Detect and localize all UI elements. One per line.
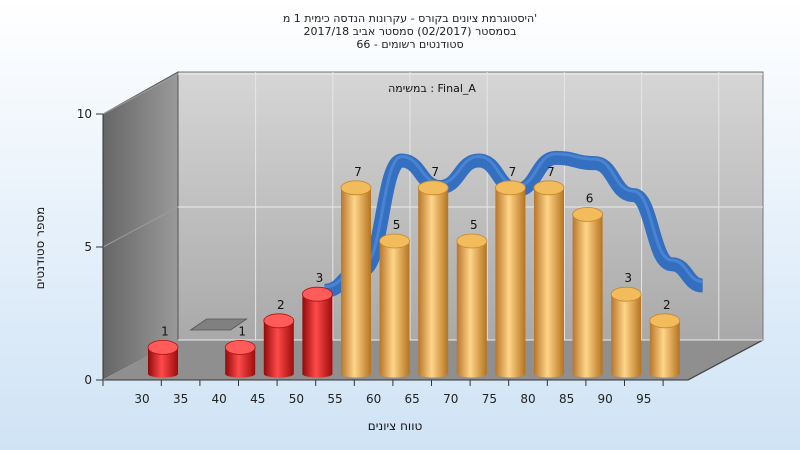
bar-95 [649, 313, 681, 378]
bar-90 [610, 286, 642, 378]
bar-cap [340, 180, 372, 196]
data-label: 6 [586, 191, 594, 205]
bar-cap [649, 313, 681, 329]
bar-40 [224, 339, 256, 378]
bar-cap [379, 233, 411, 249]
bars [147, 180, 681, 378]
title-line-3: סטודנטים רשומים - 66 [356, 38, 463, 51]
bar-50 [301, 286, 333, 378]
data-label: 5 [393, 218, 401, 232]
x-tick-label: 90 [598, 392, 613, 406]
bar-body [418, 187, 449, 378]
flat-bars [189, 318, 248, 331]
bar-body [572, 214, 603, 378]
y-axis: 0 5 10 [77, 107, 104, 387]
bar-cap [147, 339, 179, 355]
bar-65 [417, 180, 449, 378]
data-label: 2 [663, 298, 671, 312]
x-tick-label: 60 [366, 392, 381, 406]
data-label: 1 [238, 324, 246, 338]
bar-cap [610, 286, 642, 302]
x-axis-title: טווח ציונים [368, 419, 423, 433]
bar-70 [456, 233, 488, 378]
bar-cap [533, 180, 565, 196]
bar-body [148, 347, 178, 378]
bar-cap [301, 286, 333, 302]
bar-45 [263, 313, 295, 378]
x-tick-label: 55 [327, 392, 342, 406]
title-line-1: היסטוגרמת ציונים בקורס - עקרונות הנדסה כ… [283, 12, 537, 25]
bar-cap [224, 339, 256, 355]
chart-title: היסטוגרמת ציונים בקורס - עקרונות הנדסה כ… [283, 12, 537, 51]
x-axis: 30 35 40 45 50 55 60 65 70 75 80 85 90 95 [102, 380, 664, 406]
data-label: 5 [470, 218, 478, 232]
bar-cap [417, 180, 449, 196]
bar-body [225, 347, 256, 378]
bar-body [611, 294, 642, 378]
bar-cap [456, 233, 488, 249]
data-labels: 1 1 2 3 7 5 7 5 7 7 6 3 2 [161, 165, 670, 339]
bar-body [341, 187, 371, 378]
bar-body [534, 187, 564, 378]
y-axis-title: מספר סטודנטים [33, 207, 47, 290]
x-tick-label: 35 [173, 392, 188, 406]
bar-60 [379, 233, 411, 378]
x-tick-label: 30 [134, 392, 149, 406]
x-tick-label: 80 [520, 392, 535, 406]
bar-cap [494, 180, 526, 196]
grid-line-left-wall [102, 206, 179, 248]
bar-body [495, 187, 526, 378]
y-tick-label: 5 [84, 240, 92, 254]
y-tick-label: 0 [84, 373, 92, 387]
floor-right-edge [687, 339, 764, 381]
x-tick-label: 45 [250, 392, 265, 406]
data-label: 3 [316, 271, 324, 285]
data-label: 7 [354, 165, 362, 179]
x-tick-label: 65 [405, 392, 420, 406]
bar-cap [572, 206, 603, 222]
x-tick-label: 50 [289, 392, 304, 406]
title-line-2: בסמסטר (02/2017) סמסטר אביב 2017/18 [303, 25, 516, 38]
bar-body [379, 241, 410, 378]
x-tick-label: 95 [636, 392, 651, 406]
x-tick-label: 70 [443, 392, 458, 406]
data-label: 3 [624, 271, 632, 285]
bar-body [456, 241, 487, 378]
bar-cap [263, 313, 295, 329]
bar-body [649, 320, 680, 378]
data-label: 7 [431, 165, 439, 179]
grid-line-left-wall [102, 73, 179, 115]
bar-30 [147, 339, 179, 378]
annotation-label: במשימה : Final_A [388, 82, 476, 95]
bar-80 [533, 180, 565, 378]
data-label: 1 [161, 324, 169, 338]
bar-body [263, 320, 294, 378]
data-label: 7 [509, 165, 517, 179]
bar-body [302, 294, 333, 378]
data-label: 7 [547, 165, 555, 179]
x-tick-label: 75 [482, 392, 497, 406]
bar-55 [340, 180, 372, 378]
bar-85 [572, 206, 603, 378]
bar-zero-35 [189, 318, 248, 331]
x-tick-label: 85 [559, 392, 574, 406]
bar-75 [494, 180, 526, 378]
x-tick-label: 40 [212, 392, 227, 406]
data-label: 2 [277, 298, 285, 312]
y-tick-label: 10 [77, 107, 92, 121]
